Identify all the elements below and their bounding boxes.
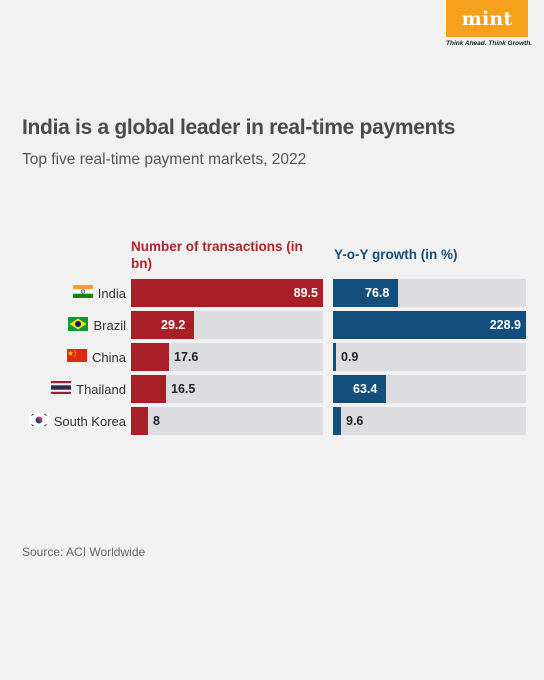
growth-bar (333, 343, 336, 371)
source-note: Source: ACI Worldwide (22, 545, 146, 559)
brand-tagline: Think Ahead. Think Growth. (446, 40, 533, 47)
category-text: Brazil (93, 317, 126, 333)
category-label: Brazil (0, 312, 126, 338)
growth-bar (333, 407, 341, 435)
transactions-bar (131, 279, 323, 307)
data-label: 17.6 (174, 350, 199, 364)
chart-subtitle: Top five real-time payment markets, 2022 (22, 151, 307, 168)
bar-track: 17.6 (131, 343, 323, 371)
bar-track: 8 (131, 407, 323, 435)
category-text: India (97, 285, 126, 301)
data-label: 63.4 (353, 382, 378, 396)
category-label: China (0, 344, 126, 370)
mint-logo: mint (446, 0, 528, 37)
transactions-bar (131, 407, 148, 435)
category-text: Thailand (76, 381, 126, 397)
category-text: China (92, 349, 126, 365)
data-label: 9.6 (346, 414, 364, 428)
data-label: 29.2 (161, 318, 186, 332)
data-label: 0.9 (341, 350, 359, 364)
thailand-flag-icon (51, 381, 72, 397)
data-label: 16.5 (171, 382, 196, 396)
category-label: India (0, 280, 126, 306)
brazil-flag-icon (68, 316, 89, 334)
transactions-bar (131, 311, 194, 339)
data-label: 89.5 (293, 286, 318, 300)
bar-track: 9.6 (333, 407, 526, 435)
category-label: South Korea (0, 408, 126, 434)
india-flag-icon (72, 285, 93, 301)
chart-title: India is a global leader in real-time pa… (22, 116, 456, 139)
china-flag-icon (67, 349, 88, 365)
bar-track: 0.9 (333, 343, 526, 371)
category-text: South Korea (53, 413, 126, 429)
south-korea-flag-icon (28, 412, 49, 430)
growth-bar (333, 279, 398, 307)
bar-track: 89.5 (131, 279, 323, 307)
transactions-bar (131, 375, 166, 403)
transactions-bar (131, 343, 169, 371)
logo-text: mint (461, 7, 513, 30)
transactions-header: Number of transactions (in bn) (131, 239, 303, 271)
category-label: Thailand (0, 376, 126, 402)
bar-track: 63.4 (333, 375, 526, 403)
data-label: 228.9 (489, 318, 521, 332)
bar-track: 29.2 (131, 311, 323, 339)
growth-bar (333, 311, 526, 339)
bar-track: 16.5 (131, 375, 323, 403)
growth-header: Y-o-Y growth (in %) (334, 247, 458, 262)
bar-track: 228.9 (333, 311, 526, 339)
data-label: 8 (153, 414, 160, 428)
bar-track: 76.8 (333, 279, 526, 307)
data-label: 76.8 (365, 286, 390, 300)
growth-bar (333, 375, 386, 403)
